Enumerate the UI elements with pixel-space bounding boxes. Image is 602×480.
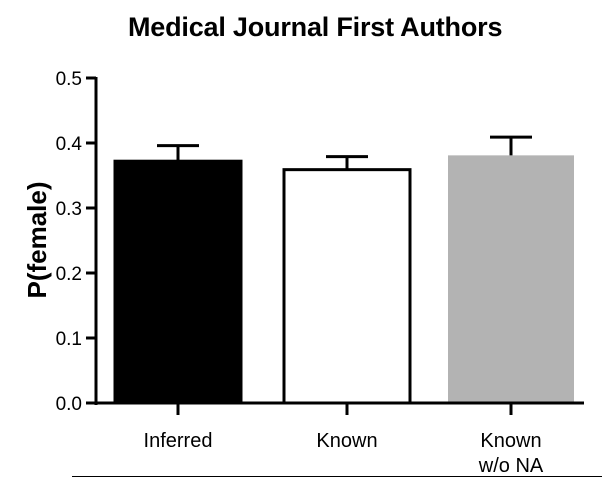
chart-title: Medical Journal First Authors xyxy=(128,12,503,42)
y-tick-label: 0.4 xyxy=(56,134,83,155)
y-tick-label: 0.5 xyxy=(56,69,82,90)
y-tick-label: 0.2 xyxy=(56,264,82,285)
bar-3 xyxy=(448,155,574,403)
bottom-divider xyxy=(72,476,602,477)
y-tick-label: 0.0 xyxy=(56,394,82,415)
x-tick-label: Inferred xyxy=(144,430,213,452)
x-tick-label: Known xyxy=(316,430,377,452)
y-tick-label: 0.3 xyxy=(56,199,82,220)
bar-1 xyxy=(113,159,243,405)
x-tick-label: Known w/o NA xyxy=(478,430,544,477)
y-tick-label: 0.1 xyxy=(56,329,82,350)
y-axis-label: P(female) xyxy=(22,181,52,298)
bar-2 xyxy=(282,168,412,405)
